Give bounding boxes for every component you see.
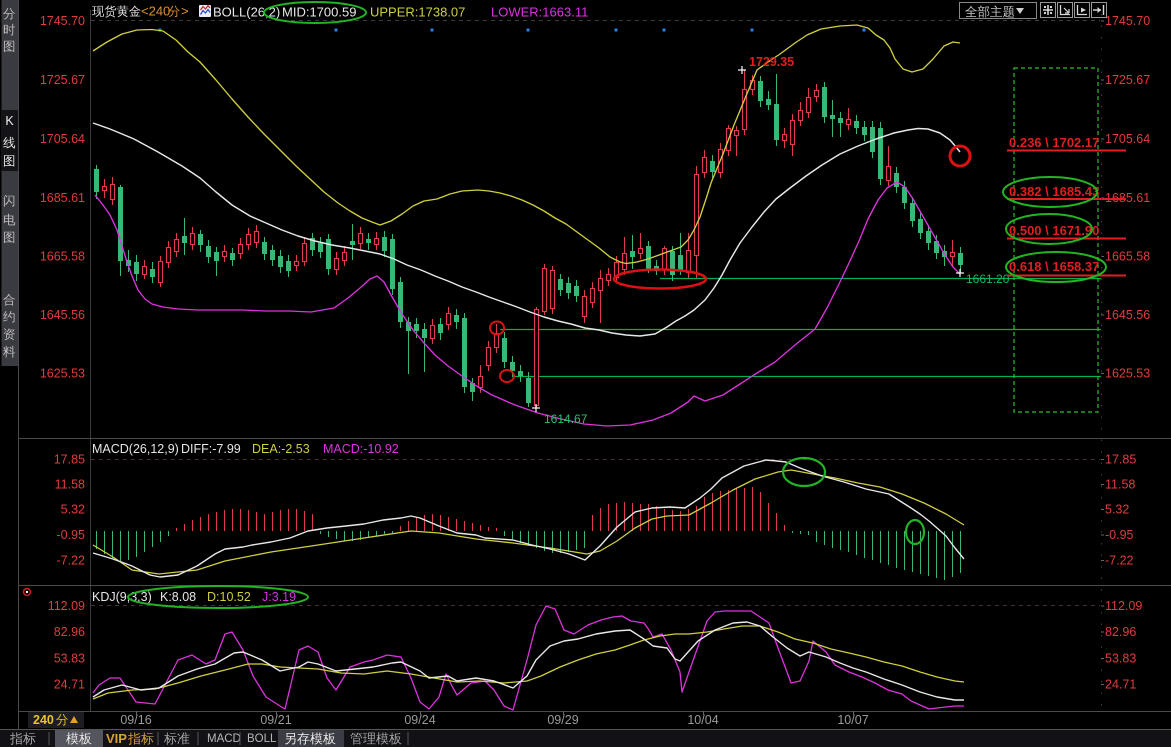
svg-text:0.618 \ 1658.37: 0.618 \ 1658.37: [1009, 259, 1099, 274]
svg-text:1665.58: 1665.58: [40, 250, 85, 264]
svg-text:-7.22: -7.22: [57, 554, 86, 568]
svg-text:1665.58: 1665.58: [1105, 250, 1150, 264]
svg-text:DEA:-2.53: DEA:-2.53: [252, 442, 310, 456]
svg-text:D:10.52: D:10.52: [207, 590, 251, 604]
svg-text:-0.95: -0.95: [57, 528, 86, 542]
svg-text:K: K: [5, 114, 14, 128]
svg-text:1661.20: 1661.20: [966, 272, 1010, 286]
svg-text:09/24: 09/24: [404, 713, 435, 727]
svg-text:>: >: [181, 4, 189, 19]
svg-text:1685.61: 1685.61: [40, 191, 85, 205]
svg-text:1614.67: 1614.67: [544, 412, 588, 426]
svg-text:24.71: 24.71: [1105, 678, 1136, 692]
svg-text:09/21: 09/21: [260, 713, 291, 727]
svg-text:240: 240: [33, 713, 54, 727]
svg-text:MID:1700.59: MID:1700.59: [282, 5, 356, 20]
svg-text:VIP: VIP: [106, 731, 127, 746]
svg-text:0.500 \ 1671.90: 0.500 \ 1671.90: [1009, 223, 1099, 238]
svg-text:10/07: 10/07: [837, 713, 868, 727]
svg-text:-7.22: -7.22: [1105, 554, 1134, 568]
svg-text:1645.56: 1645.56: [40, 308, 85, 322]
svg-text:1645.56: 1645.56: [1105, 308, 1150, 322]
svg-text:K:8.08: K:8.08: [160, 590, 196, 604]
svg-text:24.71: 24.71: [54, 678, 85, 692]
svg-text:DIFF:-7.99: DIFF:-7.99: [181, 442, 241, 456]
svg-text:82.96: 82.96: [54, 625, 85, 639]
svg-text:BOLL(26,2): BOLL(26,2): [213, 5, 280, 20]
svg-text:10/04: 10/04: [687, 713, 718, 727]
svg-text:5.32: 5.32: [1105, 503, 1129, 517]
svg-text:1705.64: 1705.64: [1105, 132, 1150, 146]
svg-text:1745.70: 1745.70: [40, 14, 85, 28]
svg-text:1729.35: 1729.35: [749, 55, 794, 69]
svg-text:1685.61: 1685.61: [1105, 191, 1150, 205]
svg-text:1725.67: 1725.67: [40, 73, 85, 87]
svg-text:5.32: 5.32: [61, 503, 85, 517]
svg-text:0.382 \ 1685.43: 0.382 \ 1685.43: [1009, 184, 1099, 199]
svg-text:J:3.19: J:3.19: [262, 590, 296, 604]
svg-text:LOWER:1663.11: LOWER:1663.11: [491, 5, 588, 20]
svg-text:<240: <240: [141, 4, 170, 19]
svg-text:53.83: 53.83: [1105, 652, 1136, 666]
svg-text:112.09: 112.09: [48, 599, 85, 613]
svg-text:11.58: 11.58: [1105, 478, 1135, 492]
svg-text:0.236 \ 1702.17: 0.236 \ 1702.17: [1009, 135, 1099, 150]
svg-text:53.83: 53.83: [54, 652, 85, 666]
svg-text:09/29: 09/29: [547, 713, 578, 727]
svg-text:17.85: 17.85: [1105, 453, 1136, 467]
svg-text:MACD:-10.92: MACD:-10.92: [323, 442, 399, 456]
svg-text:MACD: MACD: [207, 733, 241, 745]
svg-text:1705.64: 1705.64: [40, 132, 85, 146]
svg-text:82.96: 82.96: [1105, 625, 1136, 639]
svg-text:1625.53: 1625.53: [40, 367, 85, 381]
svg-text:1625.53: 1625.53: [1105, 367, 1150, 381]
svg-text:17.85: 17.85: [54, 453, 85, 467]
svg-text:112.09: 112.09: [1105, 599, 1142, 613]
svg-text:11.58: 11.58: [55, 478, 85, 492]
svg-text:09/16: 09/16: [120, 713, 151, 727]
svg-text:KDJ(9,3,3): KDJ(9,3,3): [92, 590, 152, 604]
svg-text:MACD(26,12,9): MACD(26,12,9): [92, 442, 179, 456]
svg-text:1725.67: 1725.67: [1105, 73, 1150, 87]
svg-text:UPPER:1738.07: UPPER:1738.07: [370, 5, 465, 20]
svg-text:BOLL: BOLL: [247, 733, 277, 745]
svg-text:-0.95: -0.95: [1105, 528, 1134, 542]
svg-text:1745.70: 1745.70: [1105, 14, 1150, 28]
